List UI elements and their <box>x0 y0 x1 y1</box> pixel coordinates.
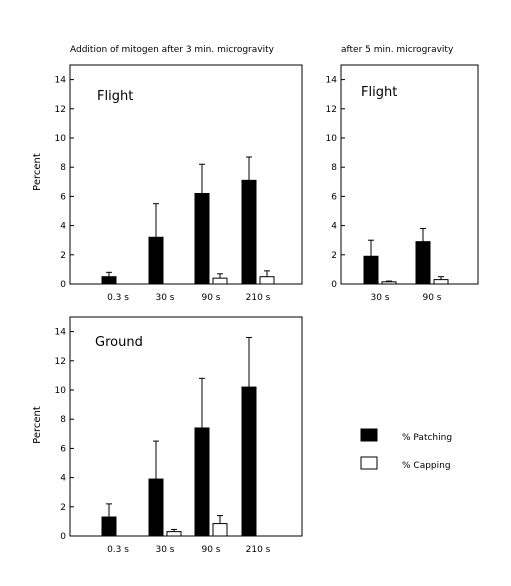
legend-swatch-capping <box>360 456 378 470</box>
y-tick-label: 10 <box>55 134 67 144</box>
title-left: Addition of mitogen after 3 min. microgr… <box>70 45 275 55</box>
plot-frame <box>69 64 303 285</box>
x-tick-label: 0.3 s <box>107 293 129 303</box>
plot-frame <box>69 316 303 537</box>
panel-ground: 0 2 4 6 8 10 12 14 Percent Ground 0.3 s 30 s 90 s 210… <box>32 316 303 555</box>
panel-label: Flight <box>97 89 133 104</box>
y-tick-label: 8 <box>331 163 337 173</box>
x-tick-label: 90 s <box>201 293 220 303</box>
y-axis-label: Percent <box>32 406 43 444</box>
bar-patching <box>101 516 117 537</box>
y-tick-label: 10 <box>326 134 338 144</box>
bar-patching <box>415 241 431 285</box>
y-tick-label: 6 <box>60 444 66 454</box>
x-tick-label: 30 s <box>155 293 174 303</box>
y-tick-label: 0 <box>60 532 66 542</box>
legend-label-patching: % Patching <box>402 433 452 443</box>
bar-patching <box>194 192 210 285</box>
bar-patching <box>148 478 164 537</box>
panel-label: Flight <box>361 85 397 100</box>
y-tick-label: 2 <box>60 251 66 261</box>
bar-patching <box>241 386 257 537</box>
title-right: after 5 min. microgravity <box>341 45 454 55</box>
plot-frame <box>340 64 479 285</box>
y-tick-label: 0 <box>331 280 337 290</box>
bar-patching <box>241 179 257 285</box>
y-tick-label: 4 <box>60 222 66 232</box>
y-axis-label: Percent <box>32 153 43 191</box>
x-tick-label: 210 s <box>246 545 271 555</box>
bar-patching <box>363 255 379 285</box>
y-tick-label: 14 <box>326 76 338 86</box>
x-tick-label: 210 s <box>246 293 271 303</box>
y-tick-label: 6 <box>331 192 337 202</box>
y-tick-label: 8 <box>60 415 66 425</box>
y-tick-label: 12 <box>55 105 66 115</box>
y-tick-label: 14 <box>55 76 67 86</box>
x-tick-label: 30 s <box>370 293 389 303</box>
bar-capping <box>212 523 228 537</box>
y-tick-label: 0 <box>60 280 66 290</box>
bar-patching <box>194 427 210 537</box>
y-tick-label: 10 <box>55 386 67 396</box>
bar-patching <box>101 276 117 285</box>
y-tick-label: 4 <box>331 222 337 232</box>
panel-flight-5min: 0 2 4 6 8 10 12 14 Flight 30 s 90 s <box>326 64 479 303</box>
y-tick-label: 12 <box>55 357 66 367</box>
y-tick-label: 8 <box>60 163 66 173</box>
x-tick-label: 90 s <box>201 545 220 555</box>
x-tick-label: 0.3 s <box>107 545 129 555</box>
y-tick-label: 6 <box>60 192 66 202</box>
x-tick-label: 90 s <box>422 293 441 303</box>
bar-capping <box>212 277 228 285</box>
bar-capping <box>381 281 397 285</box>
bar-capping <box>166 531 182 537</box>
y-tick-label: 2 <box>331 251 337 261</box>
bar-capping <box>259 276 275 285</box>
y-tick-label: 12 <box>326 105 337 115</box>
y-tick-label: 4 <box>60 474 66 484</box>
legend-label-capping: % Capping <box>402 461 451 471</box>
legend: % Patching % Capping <box>360 428 452 471</box>
bar-patching <box>148 236 164 285</box>
panel-flight-3min: 0 2 4 6 8 10 12 14 Percent Flight 0.3 s 30 s 90 s 210… <box>32 64 303 303</box>
legend-swatch-patching <box>360 428 378 442</box>
y-tick-label: 14 <box>55 328 67 338</box>
panel-label: Ground <box>95 335 143 350</box>
y-tick-label: 2 <box>60 503 66 513</box>
bar-capping <box>433 279 449 285</box>
x-tick-label: 30 s <box>155 545 174 555</box>
